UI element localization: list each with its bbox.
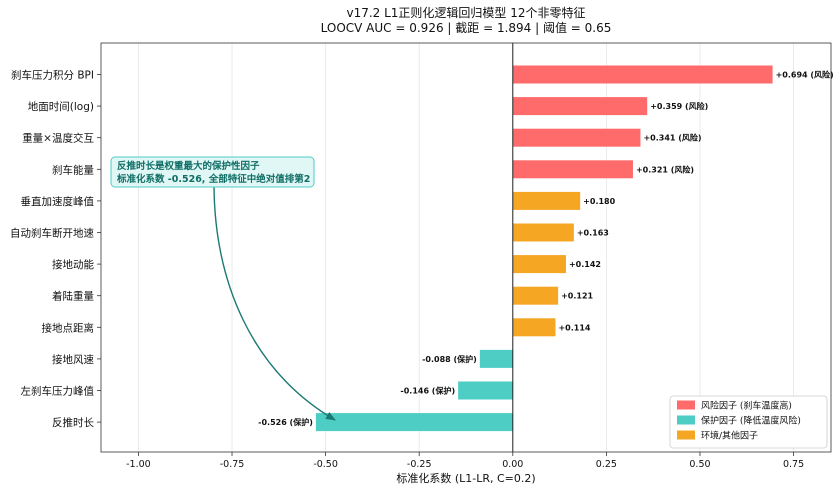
value-label: -0.146 (保护) [400, 386, 455, 396]
bar [512, 255, 566, 274]
legend-label: 保护因子 (降低温度风险) [701, 415, 801, 427]
category-label: 着陆重量 [52, 290, 94, 303]
annotation-line-1: 反推时长是权重最大的保护性因子 [117, 160, 260, 172]
bar [315, 413, 513, 432]
bar [512, 160, 633, 179]
value-label: +0.359 (风险) [650, 101, 708, 111]
bar [458, 381, 513, 400]
value-label: +0.694 (风险) [776, 70, 834, 80]
category-label: 左刹车压力峰值 [21, 385, 95, 398]
category-label: 接地风速 [52, 353, 94, 366]
bar [512, 65, 773, 84]
x-tick-label: -0.75 [220, 459, 245, 470]
bar [512, 318, 556, 337]
chart-title: v17.2 L1正则化逻辑回归模型 12个非零特征 [346, 5, 585, 20]
legend-label: 风险因子 (刹车温度高) [701, 400, 792, 412]
annotation: 反推时长是权重最大的保护性因子 标准化系数 -0.526, 全部特征中绝对值排第… [110, 156, 336, 421]
category-label: 反推时长 [52, 416, 94, 429]
legend-swatch [677, 415, 695, 425]
legend-box [669, 395, 828, 449]
annotation-box [110, 156, 315, 188]
value-label: -0.088 (保护) [422, 354, 477, 364]
bar [479, 349, 513, 368]
category-label: 刹车能量 [52, 163, 94, 176]
category-label: 重量×温度交互 [22, 132, 94, 145]
category-label: 刹车压力积分 BPI [11, 69, 94, 82]
value-label: +0.121 [561, 292, 593, 301]
value-label: +0.114 [558, 323, 590, 332]
category-label: 自动刹车断开地速 [10, 227, 94, 240]
y-axis-categories: 刹车压力积分 BPI 地面时间(log) 重量×温度交互刹车能量垂直加速度峰值自动刹… [10, 69, 101, 429]
bar [512, 286, 559, 305]
legend: 风险因子 (刹车温度高) 保护因子 (降低温度风险) 环境/其他因子 [669, 395, 828, 449]
x-tick-label: -1.00 [126, 459, 151, 470]
bar [512, 128, 641, 147]
category-label: 垂直加速度峰值 [21, 195, 95, 208]
x-tick-label: -0.50 [313, 459, 338, 470]
bar [512, 223, 574, 242]
x-tick-label: 0.75 [783, 459, 804, 470]
x-tick-label: 0.25 [596, 459, 617, 470]
x-tick-label: 0.50 [689, 459, 710, 470]
category-label: 接地点距离 [42, 321, 95, 334]
x-tick-label: 0.00 [502, 459, 523, 470]
annotation-line-2: 标准化系数 -0.526, 全部特征中绝对值排第2 [116, 173, 310, 185]
legend-label: 环境/其他因子 [701, 430, 758, 442]
value-label: +0.180 [583, 197, 615, 206]
bar [512, 191, 581, 210]
value-labels: +0.694 (风险) +0.359 (风险) +0.341 (风险) +0.321 … [258, 70, 834, 428]
value-label: -0.526 (保护) [258, 417, 313, 427]
category-label: 地面时间(log) [28, 100, 94, 113]
legend-swatch [677, 400, 695, 410]
annotation-arrow [213, 186, 336, 421]
bar [512, 97, 648, 116]
chart-subtitle: LOOCV AUC = 0.926 | 截距 = 1.894 | 阈值 = 0.… [321, 20, 612, 35]
value-label: +0.163 [577, 229, 609, 238]
value-label: +0.321 (风险) [636, 164, 694, 174]
bars [315, 65, 773, 432]
x-axis-label: 标准化系数 (L1-LR, C=0.2) [396, 471, 535, 485]
value-label: +0.142 [569, 260, 601, 269]
category-label: 接地动能 [52, 258, 94, 271]
x-tick-label: -0.25 [407, 459, 432, 470]
legend-swatch [677, 430, 695, 440]
plot-frame [100, 42, 832, 453]
value-label: +0.341 (风险) [643, 133, 701, 143]
x-axis-ticks: -1.00 -0.75 -0.50 -0.25 0.00 0.25 0.50 0.75 [126, 452, 804, 470]
